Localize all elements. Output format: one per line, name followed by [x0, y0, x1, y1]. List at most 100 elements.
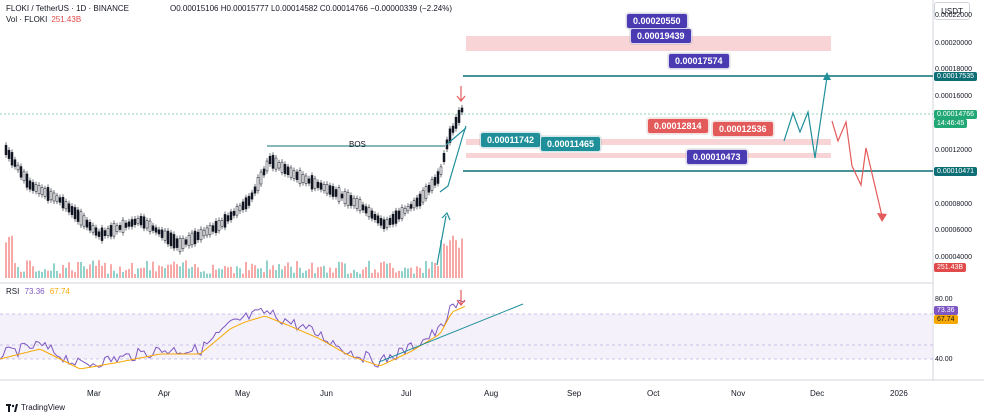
volume-bar — [353, 269, 355, 278]
candle — [154, 227, 158, 233]
annotation-label[interactable]: 0.00020550 — [626, 13, 688, 29]
volume-bar — [386, 263, 388, 278]
volume-bar — [185, 260, 187, 278]
candle — [265, 160, 269, 172]
candle — [235, 206, 239, 216]
volume-bar — [263, 272, 265, 278]
chart-header: FLOKI / TetherUS · 1D · BINANCE — [6, 4, 129, 13]
candle — [49, 190, 53, 201]
candle — [238, 205, 242, 212]
volume-bar — [245, 262, 247, 278]
volume-bar — [77, 261, 79, 278]
volume-bar — [332, 272, 334, 278]
volume-bar — [383, 261, 385, 278]
volume-bar — [227, 267, 229, 278]
price-tick: 0.00018000 — [935, 66, 972, 73]
annotation-label[interactable]: 0.00011465 — [540, 136, 602, 152]
tradingview-label: TradingView — [21, 403, 66, 412]
candle — [343, 191, 347, 204]
volume-bar — [23, 271, 25, 278]
bos-label: BOS — [349, 140, 366, 149]
currency-unit-button[interactable]: USDT — [934, 2, 970, 20]
candle — [247, 195, 251, 206]
volume-bar — [323, 265, 325, 278]
volume-bar — [425, 260, 427, 278]
volume-bar — [14, 263, 16, 278]
candle — [169, 232, 173, 247]
volume-bar — [419, 267, 421, 278]
volume-bar — [89, 264, 91, 278]
candle — [202, 229, 206, 237]
candle — [97, 231, 101, 237]
price-tick: 0.00022000 — [935, 12, 972, 19]
volume-bar — [308, 269, 310, 278]
candle — [82, 215, 86, 227]
volume-bar — [194, 263, 196, 278]
volume-bar — [221, 269, 223, 278]
candle — [427, 184, 431, 193]
candle — [397, 210, 401, 220]
candle — [379, 217, 383, 226]
candle — [175, 238, 179, 248]
volume-bar — [254, 265, 256, 278]
volume-bar — [422, 272, 424, 278]
candle — [421, 190, 425, 203]
annotation-label[interactable]: 0.00017574 — [668, 53, 730, 69]
volume-bar — [461, 238, 463, 278]
volume-bar — [260, 268, 262, 278]
candle — [112, 223, 116, 237]
tradingview-brand[interactable]: TradingView — [6, 403, 65, 412]
volume-bar — [86, 268, 88, 278]
volume-bar — [65, 267, 67, 278]
volume-bar — [275, 270, 277, 278]
volume-bar — [53, 263, 55, 278]
volume-bar — [362, 269, 364, 278]
annotation-label[interactable]: 0.00011742 — [480, 132, 542, 148]
annotation-label[interactable]: 0.00012814 — [647, 118, 709, 134]
annotation-label[interactable]: 0.00010473 — [686, 149, 748, 165]
volume-bar — [392, 267, 394, 278]
volume-bar — [287, 262, 289, 278]
trend-arrow-up — [439, 125, 467, 193]
candle — [250, 192, 254, 200]
volume-bar — [128, 269, 130, 278]
rsi-label: RSI — [6, 287, 20, 296]
candle — [43, 188, 47, 197]
candle — [334, 189, 338, 197]
candle — [352, 197, 356, 207]
annotation-label[interactable]: 0.00012536 — [712, 121, 774, 137]
time-tick: Aug — [484, 389, 499, 398]
candle — [391, 213, 395, 225]
volume-bar — [38, 270, 40, 278]
volume-bar — [371, 272, 373, 278]
support-zone-lower — [466, 153, 831, 158]
candle — [361, 204, 365, 211]
volume-bar — [80, 261, 82, 278]
candle — [85, 219, 89, 228]
candle — [337, 187, 341, 202]
volume-bar — [407, 268, 409, 278]
candle — [271, 154, 275, 169]
candle — [70, 206, 74, 215]
candle — [304, 175, 308, 184]
candle — [232, 210, 236, 216]
volume-bar — [146, 260, 148, 278]
candle — [124, 222, 128, 228]
volume-bar — [281, 269, 283, 278]
time-tick: Jul — [401, 389, 412, 398]
candle — [58, 197, 62, 203]
volume-bar — [8, 236, 10, 278]
volume-bar — [305, 270, 307, 278]
candle — [229, 211, 233, 221]
rsi-value: 73.36 — [24, 287, 45, 296]
volume-bar — [197, 267, 199, 278]
annotation-label[interactable]: 0.00019439 — [630, 28, 692, 44]
candle — [415, 197, 419, 207]
volume-bar — [47, 270, 49, 278]
volume-bar — [317, 267, 319, 278]
candle — [145, 220, 149, 229]
volume-bar — [449, 240, 451, 278]
volume-bar — [224, 266, 226, 278]
volume-bar — [446, 245, 448, 278]
